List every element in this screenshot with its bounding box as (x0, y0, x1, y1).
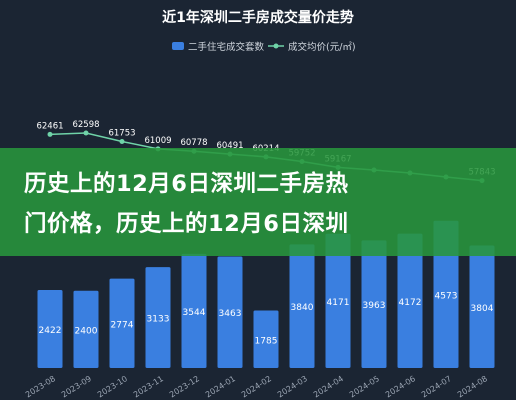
bar (145, 267, 171, 368)
bar-value-label: 2774 (111, 320, 134, 330)
title-banner: 历史上的12月6日深圳二手房热 门价格，历史上的12月6日深圳 (0, 148, 516, 256)
bar (109, 278, 135, 368)
bar-value-label: 1785 (255, 336, 278, 346)
banner-line-1: 历史上的12月6日深圳二手房热 (24, 171, 349, 197)
bar-series: 2422 2400 2774 3133 3544 3463 1785 3840 4171 3963… (37, 220, 495, 368)
x-tick-label: 2024-01 (204, 374, 237, 399)
line-value-label: 60491 (216, 141, 243, 151)
bar (361, 240, 387, 368)
bar (217, 256, 243, 368)
x-tick-label: 2024-05 (348, 374, 381, 399)
bar-value-label: 3544 (183, 308, 206, 318)
x-tick-label: 2023-09 (60, 374, 93, 399)
banner-line-2: 门价格，历史上的12月6日深圳 (24, 211, 349, 237)
line-point (119, 138, 125, 144)
bar (397, 233, 423, 368)
bar-value-label: 3963 (363, 301, 386, 311)
bar (73, 290, 99, 368)
bar (37, 290, 63, 368)
bar-value-label: 4573 (435, 291, 458, 301)
line-point (83, 130, 89, 136)
line-point (47, 131, 53, 137)
x-tick-label: 2024-03 (276, 374, 309, 399)
legend-swatch-bar (172, 42, 184, 50)
legend-label-bar: 二手住宅成交套数 (188, 41, 265, 53)
bar-value-label: 3840 (291, 303, 314, 313)
bar (325, 233, 351, 368)
legend: 二手住宅成交套数 成交均价(元/㎡) (172, 41, 356, 53)
x-tick-label: 2023-10 (96, 374, 129, 399)
x-axis: 2023-08 2023-09 2023-10 2023-11 2023-12 2024-… (24, 374, 489, 399)
bar (253, 310, 279, 368)
x-tick-label: 2024-04 (312, 374, 345, 399)
bar-value-label: 2400 (75, 326, 98, 336)
x-tick-label: 2023-11 (132, 374, 165, 399)
bar-value-label: 4172 (399, 298, 422, 308)
x-tick-label: 2024-08 (456, 374, 489, 399)
x-tick-label: 2023-08 (24, 374, 57, 399)
line-value-label: 62598 (72, 120, 99, 130)
bar-value-label: 2422 (39, 326, 62, 336)
line-value-label: 61009 (144, 136, 171, 146)
line-value-label: 60778 (180, 138, 207, 148)
x-tick-label: 2024-06 (384, 374, 417, 399)
chart-title: 近1年深圳二手房成交量价走势 (162, 9, 354, 26)
bar (433, 220, 459, 368)
legend-swatch-dot (273, 43, 279, 49)
x-tick-label: 2023-12 (168, 374, 201, 399)
bar-value-label: 3133 (147, 315, 170, 325)
bar-value-label: 4171 (327, 298, 350, 308)
bar-value-label: 3804 (471, 304, 494, 314)
bar (181, 253, 207, 368)
line-value-label: 61753 (108, 128, 135, 138)
bar-value-label: 3463 (219, 309, 242, 319)
legend-label-line: 成交均价(元/㎡) (288, 41, 356, 53)
line-value-label: 62461 (36, 121, 63, 131)
bar (289, 244, 315, 368)
x-tick-label: 2024-02 (240, 374, 273, 399)
bar (469, 245, 495, 368)
x-tick-label: 2024-07 (420, 374, 453, 399)
